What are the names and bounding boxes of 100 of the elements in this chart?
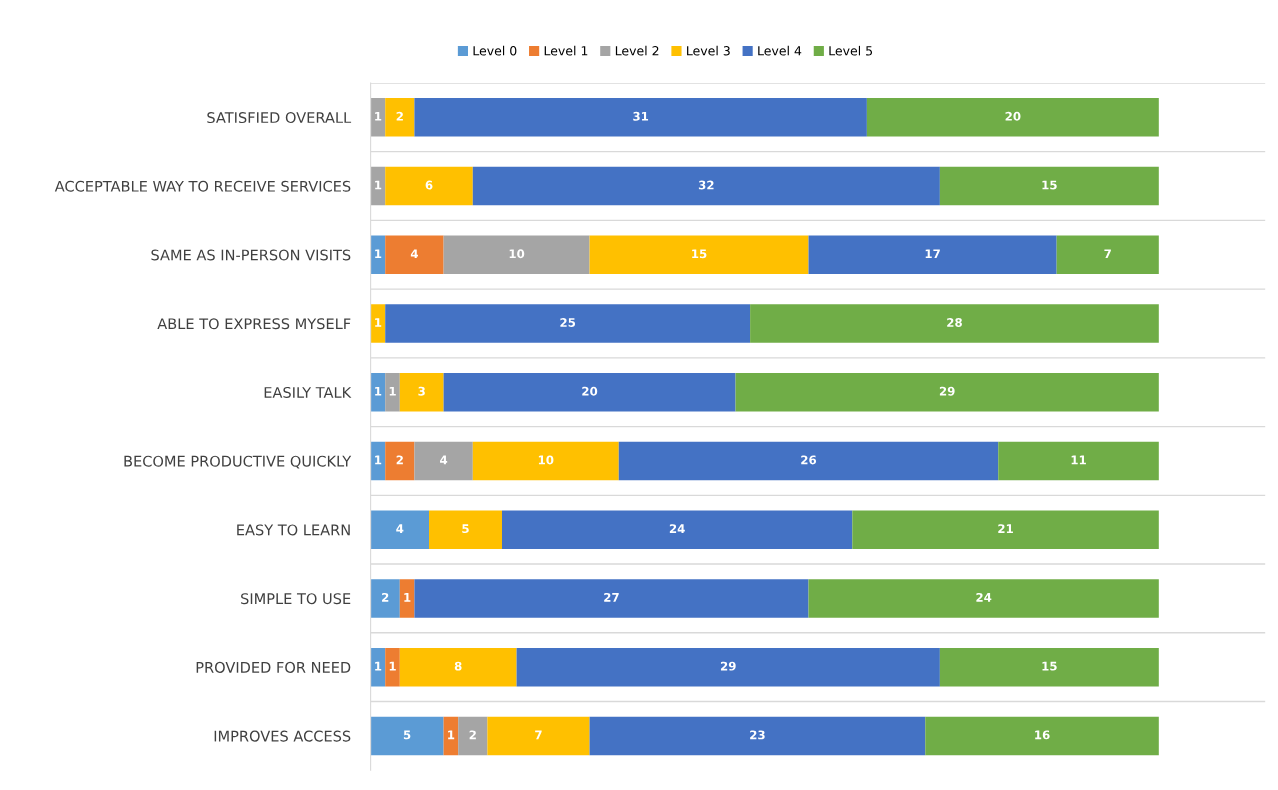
data-label: 21 xyxy=(998,524,1013,533)
bar xyxy=(414,98,867,137)
y-tick-label: SATISFIED OVERALL xyxy=(207,112,352,124)
y-tick-label: EASILY TALK xyxy=(264,386,352,398)
bar xyxy=(443,235,590,275)
bar xyxy=(370,98,386,137)
bar xyxy=(399,579,415,618)
bar xyxy=(385,441,415,481)
bar xyxy=(501,510,853,549)
bar xyxy=(939,166,1159,206)
data-label: 1 xyxy=(389,386,396,396)
data-label: 15 xyxy=(692,249,707,259)
legend-label: Level 0 xyxy=(473,45,517,56)
data-label: 16 xyxy=(1035,730,1050,740)
data-label: 15 xyxy=(1042,661,1057,671)
data-label: 17 xyxy=(925,249,940,259)
data-label: 8 xyxy=(454,661,462,671)
bar xyxy=(385,372,400,412)
bar xyxy=(370,441,386,481)
bar xyxy=(735,372,1159,412)
bar xyxy=(998,441,1159,481)
bar xyxy=(370,304,386,343)
bar xyxy=(472,166,940,206)
bar xyxy=(385,166,473,206)
bar xyxy=(370,579,400,618)
data-label: 2 xyxy=(382,592,389,602)
y-tick-label: PROVIDED FOR NEED xyxy=(196,661,351,673)
bar xyxy=(370,235,386,275)
y-tick-label: IMPROVES ACCESS xyxy=(214,730,351,742)
data-label: 1 xyxy=(375,249,382,259)
data-label: 4 xyxy=(440,455,448,465)
bar xyxy=(385,647,400,687)
data-label: 4 xyxy=(396,524,404,533)
data-label: 26 xyxy=(801,455,817,465)
y-tick-label: ACCEPTABLE WAY TO RECEIVE SERVICES xyxy=(54,180,351,192)
bar xyxy=(487,716,590,756)
data-label: 20 xyxy=(1005,111,1021,121)
bar xyxy=(443,716,459,756)
data-label: 6 xyxy=(425,180,433,190)
bar xyxy=(589,716,926,756)
bar xyxy=(925,716,1159,756)
y-tick-label: SIMPLE TO USE xyxy=(241,593,351,605)
data-label: 1 xyxy=(389,661,396,671)
legend-label: Level 2 xyxy=(615,45,659,56)
data-label: 1 xyxy=(375,180,382,190)
bar xyxy=(385,235,444,275)
bar xyxy=(808,579,1159,618)
data-label: 23 xyxy=(750,730,765,740)
data-label: 28 xyxy=(947,318,962,327)
data-label: 5 xyxy=(462,524,469,534)
data-label: 29 xyxy=(939,386,955,396)
data-label: 24 xyxy=(669,524,685,533)
data-label: 1 xyxy=(375,661,382,671)
data-label: 24 xyxy=(976,592,992,602)
bar xyxy=(443,372,736,412)
bar xyxy=(414,579,809,618)
data-label: 4 xyxy=(410,249,418,259)
data-label: 2 xyxy=(396,111,403,121)
bar xyxy=(385,98,415,137)
bar xyxy=(414,441,473,481)
y-tick-label: ABLE TO EXPRESS MYSELF xyxy=(157,318,351,330)
data-label: 31 xyxy=(633,111,649,121)
data-label: 10 xyxy=(509,249,525,259)
data-label: 3 xyxy=(418,386,425,396)
bar xyxy=(429,510,502,549)
bar xyxy=(458,716,488,756)
data-label: 25 xyxy=(560,318,576,327)
data-label: 1 xyxy=(448,730,455,740)
data-label: 20 xyxy=(582,386,598,396)
bar xyxy=(370,166,386,206)
data-label: 7 xyxy=(535,730,542,740)
bar xyxy=(385,304,751,343)
data-label: 5 xyxy=(403,730,411,740)
y-tick-label: SAME AS IN-PERSON VISITS xyxy=(151,249,351,261)
legend-label: Level 5 xyxy=(829,45,873,56)
bar xyxy=(399,372,444,412)
bar xyxy=(399,647,517,687)
data-label: 1 xyxy=(404,593,411,602)
data-label: 1 xyxy=(375,111,382,121)
bar xyxy=(370,372,386,412)
bar xyxy=(516,647,940,687)
data-label: 1 xyxy=(375,455,382,465)
bar xyxy=(750,304,1159,343)
data-label: 2 xyxy=(469,730,476,740)
bar xyxy=(370,510,429,549)
data-label: 1 xyxy=(375,318,382,327)
bar xyxy=(808,235,1057,275)
bar xyxy=(852,510,1159,549)
bar xyxy=(939,647,1159,687)
y-tick-label: EASY TO LEARN xyxy=(237,524,350,536)
data-label: 29 xyxy=(720,661,736,671)
legend-label: Level 1 xyxy=(544,45,588,56)
bar xyxy=(370,647,386,687)
data-label: 2 xyxy=(396,455,403,465)
bar xyxy=(472,441,619,481)
y-tick-label: BECOME PRODUCTIVE QUICKLY xyxy=(124,455,352,469)
bar xyxy=(1056,235,1159,275)
data-label: 32 xyxy=(698,180,714,190)
bar xyxy=(370,716,444,756)
data-label: 27 xyxy=(604,592,619,602)
